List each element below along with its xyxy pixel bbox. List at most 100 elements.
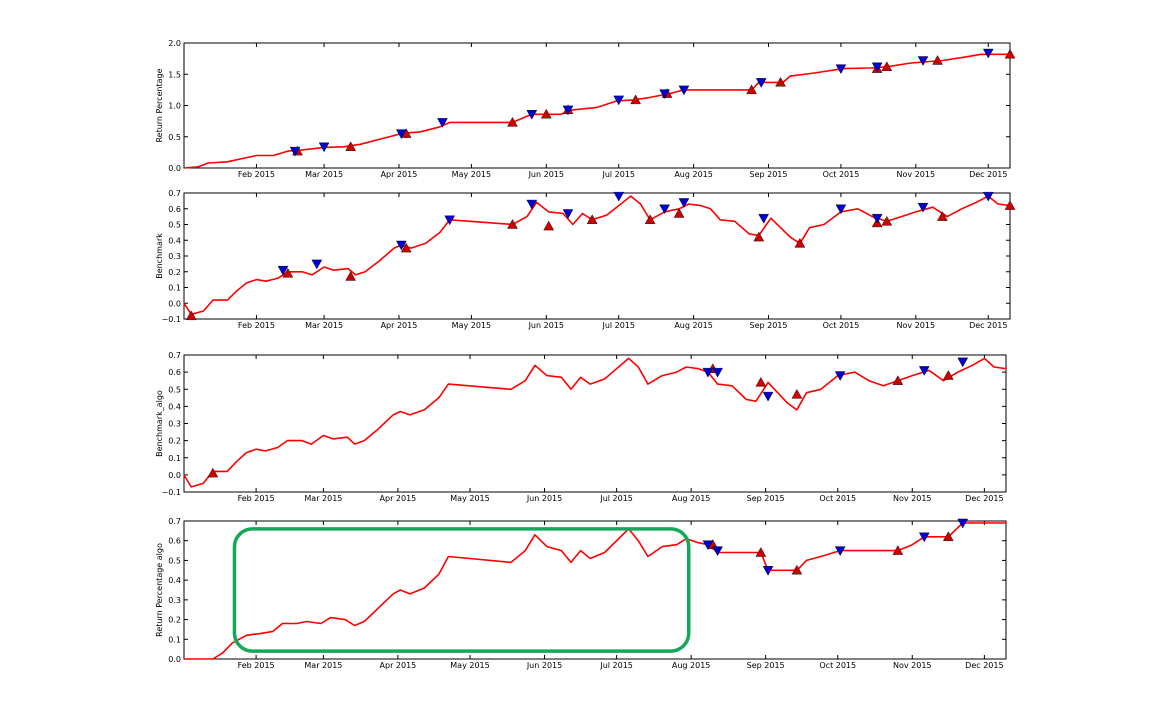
buy-marker: [791, 388, 803, 399]
sell-marker: [318, 142, 330, 153]
buy-marker: [791, 564, 803, 575]
x-tick-label: Nov 2015: [893, 494, 932, 503]
buy-marker: [942, 370, 954, 380]
x-tick-label: Oct 2015: [823, 170, 860, 179]
x-tick-label: Sep 2015: [747, 661, 785, 670]
buy-marker: [932, 55, 943, 65]
y-tick-label: 0.3: [168, 596, 181, 605]
y-axis-label: Benchmark_algo: [155, 390, 164, 457]
y-tick-label: −0.1: [162, 315, 181, 324]
y-tick-label: 0.5: [168, 385, 181, 394]
x-tick-label: Feb 2015: [238, 170, 275, 179]
y-tick-label: 0.2: [168, 616, 181, 625]
buy-marker: [881, 61, 893, 71]
y-tick-label: 0.0: [168, 299, 181, 308]
x-tick-label: Jul 2015: [601, 321, 635, 330]
x-tick-label: Mar 2015: [304, 661, 342, 670]
y-tick-label: 0.3: [168, 252, 181, 261]
buy-marker: [507, 116, 518, 127]
sell-marker: [437, 118, 448, 128]
y-tick-label: 1.5: [168, 70, 181, 79]
x-tick-label: Nov 2015: [893, 661, 932, 670]
x-tick-label: May 2015: [452, 321, 491, 330]
y-tick-label: 0.5: [168, 133, 181, 142]
x-tick-label: Aug 2015: [674, 170, 713, 179]
x-tick-label: May 2015: [450, 661, 489, 670]
axes-frame: [183, 520, 1007, 660]
buy-marker: [892, 375, 904, 385]
buy-marker: [282, 267, 294, 278]
x-tick-label: Feb 2015: [238, 494, 275, 503]
y-tick-label: 0.6: [168, 537, 181, 546]
x-tick-label: Sep 2015: [747, 494, 785, 503]
sell-marker: [562, 209, 574, 219]
sell-marker: [659, 204, 670, 215]
sell-marker: [957, 518, 969, 529]
x-tick-label: Jun 2015: [526, 494, 562, 503]
buy-marker: [586, 214, 598, 224]
sell-marker: [277, 265, 289, 276]
buy-marker: [345, 141, 356, 151]
y-tick-label: 0.4: [168, 402, 181, 411]
buy-marker: [942, 531, 954, 541]
sell-marker: [396, 129, 407, 140]
sell-marker: [702, 540, 714, 551]
axes-frame: [183, 354, 1007, 493]
sell-marker: [311, 259, 323, 270]
x-tick-label: Aug 2015: [672, 494, 711, 503]
y-tick-label: 0.0: [168, 164, 181, 173]
buy-marker: [794, 237, 806, 248]
x-tick-label: Feb 2015: [238, 321, 275, 330]
x-tick-label: Jul 2015: [599, 494, 633, 503]
y-tick-label: 0.6: [168, 368, 181, 377]
y-tick-label: 0.5: [168, 221, 181, 230]
buy-marker: [400, 242, 412, 253]
panel-4: 0.0 0.1 0.2 0.3 0.4 0.5 0.6 0.7 Feb 2015 Mar 2015…: [155, 517, 1007, 670]
x-tick-label: Jun 2015: [528, 170, 564, 179]
buy-marker: [540, 108, 552, 119]
buy-marker: [630, 94, 641, 105]
buy-marker: [207, 467, 219, 478]
x-tick-label: Mar 2015: [305, 170, 343, 179]
y-tick-label: 1.0: [168, 102, 181, 111]
x-tick-label: Nov 2015: [897, 170, 936, 179]
y-tick-label: 0.0: [168, 471, 181, 480]
sell-marker: [289, 146, 301, 157]
buy-marker: [937, 211, 948, 221]
sell-marker: [918, 366, 930, 376]
x-tick-label: Sep 2015: [749, 321, 787, 330]
sell-marker: [526, 199, 538, 210]
buy-marker: [673, 208, 685, 218]
buy-marker: [881, 215, 893, 226]
sell-marker: [835, 64, 847, 75]
y-axis-label: Benchmark: [155, 233, 164, 279]
buy-marker: [644, 214, 656, 224]
highlight-box: [232, 527, 691, 653]
buy-marker: [755, 547, 767, 557]
sell-marker: [871, 213, 883, 224]
x-tick-label: May 2015: [452, 170, 491, 179]
y-tick-label: 2.0: [168, 39, 181, 48]
buy-marker: [345, 271, 356, 281]
y-axis-label: Return Percentage algo: [155, 543, 164, 637]
sell-marker: [396, 240, 407, 251]
y-tick-label: −0.1: [162, 488, 181, 497]
buy-marker: [1004, 200, 1016, 210]
buy-marker: [753, 231, 765, 242]
x-tick-label: Apr 2015: [381, 321, 418, 330]
sell-marker: [659, 89, 670, 100]
sell-marker: [871, 62, 883, 73]
y-tick-label: 0.4: [168, 236, 181, 245]
sell-marker: [758, 213, 769, 224]
y-tick-label: 0.3: [168, 420, 181, 429]
y-tick-label: 0.6: [168, 205, 181, 214]
buy-marker: [185, 310, 197, 321]
x-tick-label: Dec 2015: [965, 661, 1003, 670]
x-tick-label: Apr 2015: [380, 494, 417, 503]
buy-marker: [507, 219, 518, 229]
sell-marker: [702, 367, 714, 378]
x-tick-label: Dec 2015: [965, 494, 1003, 503]
sell-marker: [678, 85, 690, 96]
axes-frame: [183, 192, 1011, 320]
